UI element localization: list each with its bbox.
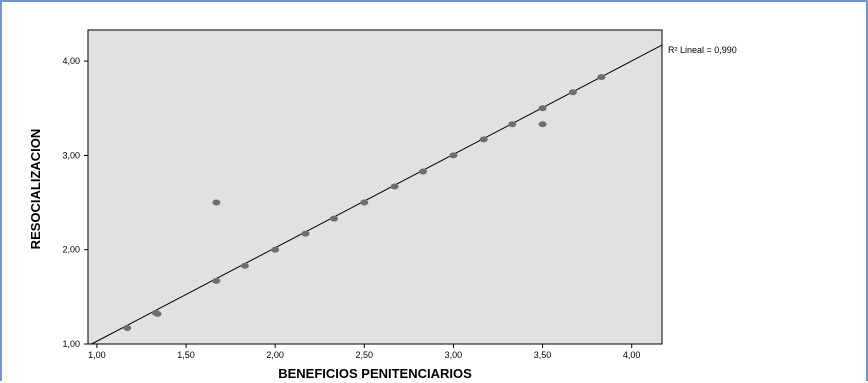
data-point <box>390 183 399 190</box>
data-point <box>212 277 221 284</box>
x-axis-title: BENEFICIOS PENITENCIARIOS <box>278 366 472 381</box>
data-point <box>240 262 249 269</box>
data-point <box>538 121 547 128</box>
data-point <box>301 230 310 237</box>
data-point <box>449 152 458 159</box>
r-squared-annotation: R² Lineal = 0,990 <box>668 45 737 55</box>
data-point <box>360 199 369 206</box>
data-point <box>330 215 338 222</box>
data-point <box>212 199 221 206</box>
y-axis-title: RESOCIALIZACION <box>28 129 43 250</box>
x-tick-label: 1,00 <box>88 350 106 360</box>
x-tick-label: 3,50 <box>534 350 552 360</box>
y-tick-label: 2,00 <box>62 245 80 255</box>
data-point <box>419 168 428 175</box>
data-point <box>153 310 162 317</box>
x-tick-label: 4,00 <box>623 350 641 360</box>
x-tick-label: 2,50 <box>356 350 374 360</box>
y-tick-label: 1,00 <box>62 339 80 349</box>
data-point <box>538 105 547 112</box>
x-tick-label: 3,00 <box>445 350 463 360</box>
data-point <box>123 324 132 331</box>
regression-line <box>91 44 663 345</box>
y-tick-label: 4,00 <box>62 56 80 66</box>
y-tick-label: 3,00 <box>62 150 80 160</box>
data-point <box>597 74 606 81</box>
data-point <box>479 136 488 143</box>
data-point <box>271 246 280 253</box>
data-point <box>568 89 577 96</box>
plot-area <box>87 29 663 345</box>
data-point <box>508 121 517 128</box>
x-tick-label: 1,50 <box>177 350 195 360</box>
x-tick-label: 2,00 <box>266 350 284 360</box>
